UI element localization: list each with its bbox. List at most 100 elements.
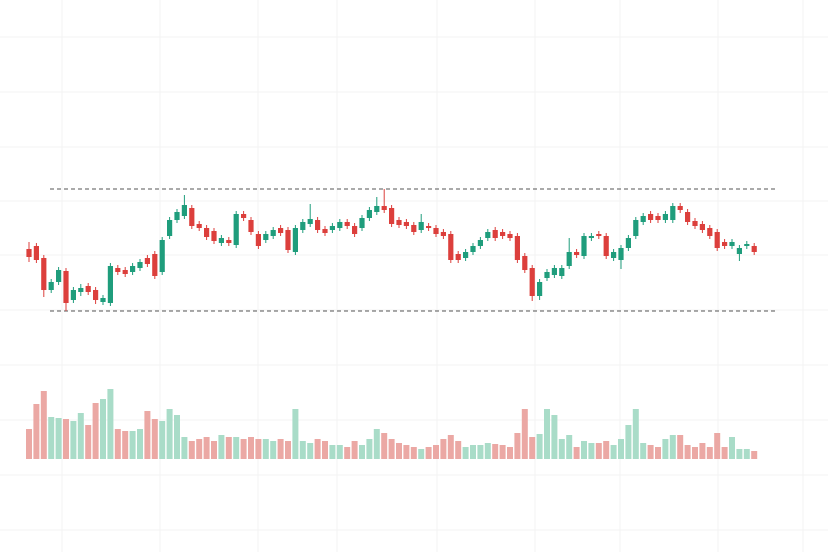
volume-bar [536, 434, 543, 459]
candle-body [41, 258, 47, 290]
candle-body [670, 206, 676, 220]
volume-bar [721, 447, 728, 459]
volume-bar [418, 449, 425, 459]
candle-body [581, 236, 587, 256]
volume-bar [359, 445, 365, 459]
candle-body [174, 212, 180, 220]
candle-body [159, 240, 165, 272]
volume-bar [640, 443, 647, 459]
volume-bar [662, 439, 669, 459]
volume-bar [529, 437, 536, 459]
candle-body [93, 290, 99, 300]
volume-bar [144, 411, 151, 459]
volume-bar [366, 439, 373, 459]
volume-bar [396, 443, 402, 459]
candle-body [196, 224, 202, 228]
candle-body [611, 252, 617, 258]
candle-body [603, 236, 609, 256]
volume-bar [470, 445, 476, 459]
volume-bar [307, 443, 314, 459]
candle-body [566, 252, 572, 266]
volume-bar [336, 445, 343, 459]
volume-bar [77, 413, 84, 459]
volume-bar [26, 429, 32, 459]
candle-body [722, 242, 728, 246]
volume-bar [588, 443, 595, 459]
volume-bar [122, 431, 129, 459]
candle-body [448, 234, 454, 260]
candle-body [492, 230, 498, 238]
volume-bar [255, 439, 262, 459]
candle-body [211, 231, 217, 241]
candle-body [477, 240, 483, 246]
volume-bar [603, 441, 610, 459]
candle-body [625, 238, 631, 248]
volume-bar [107, 389, 114, 459]
volume-bar [655, 447, 661, 459]
volume-bar [544, 409, 550, 459]
volume-bar [447, 435, 454, 459]
volume-bar [225, 437, 232, 459]
candle-body [574, 252, 580, 255]
candle-body [56, 270, 62, 282]
volume-bar [751, 451, 758, 459]
volume-bar [285, 441, 291, 459]
candle-body [285, 230, 291, 250]
candle-body [381, 206, 387, 210]
volume-bar [322, 441, 328, 459]
candle-body [122, 270, 128, 274]
volume-bar [381, 433, 388, 459]
candle-body [655, 216, 661, 220]
volume-bar [33, 404, 40, 459]
volume-bar [329, 445, 336, 459]
candle-body [714, 232, 720, 248]
candle-body [100, 298, 106, 302]
volume-bar [373, 429, 380, 459]
volume-bar [410, 447, 417, 459]
volume-bar [299, 441, 306, 459]
volume-bar [477, 445, 484, 459]
candle-body [233, 214, 239, 245]
candle-body [248, 220, 254, 232]
candle-body [359, 218, 365, 228]
volume-bar [684, 445, 691, 459]
volume-bar [218, 435, 225, 459]
candle-body [685, 212, 691, 222]
volume-bar [63, 419, 69, 459]
volume-bar [610, 445, 617, 459]
volume-bar [203, 437, 210, 459]
candle-body [33, 246, 39, 260]
candle-body [48, 282, 54, 290]
candle-body [315, 220, 321, 230]
volume-bar [70, 421, 77, 459]
volume-bar [440, 439, 447, 459]
volume-bar [632, 409, 639, 459]
volume-bar [714, 433, 721, 459]
volume-bar [595, 443, 602, 459]
candle-body [736, 248, 742, 254]
candle-body [692, 221, 698, 226]
volume-bar [455, 441, 462, 459]
volume-bar [484, 443, 491, 459]
volume-bar [129, 431, 136, 459]
candle-body [63, 271, 69, 303]
candle-body [366, 210, 372, 218]
candle-body [544, 272, 550, 278]
volume-bar [233, 437, 240, 459]
volume-bar [240, 439, 247, 459]
volume-bar [270, 441, 277, 459]
volume-bar [677, 435, 684, 459]
volume-bar [625, 425, 632, 459]
candle-body [130, 266, 136, 272]
candle-body [26, 249, 32, 257]
volume-bar [211, 441, 217, 459]
candle-body [470, 246, 476, 252]
volume-bar [344, 447, 351, 459]
volume-bar [248, 437, 254, 459]
volume-bar [262, 439, 269, 459]
candle-body [85, 286, 91, 292]
volume-bar [692, 447, 698, 459]
volume-bar [743, 449, 750, 459]
candle-body [374, 206, 380, 212]
candle-body [411, 225, 417, 232]
